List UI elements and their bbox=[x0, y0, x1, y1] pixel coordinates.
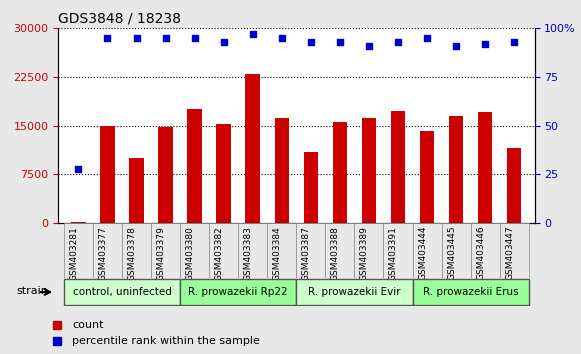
Point bbox=[219, 39, 228, 45]
Bar bbox=[158, 127, 173, 223]
Bar bbox=[391, 112, 406, 223]
Bar bbox=[217, 124, 231, 223]
FancyBboxPatch shape bbox=[296, 223, 325, 278]
Text: GSM403383: GSM403383 bbox=[244, 226, 253, 281]
Text: GSM403378: GSM403378 bbox=[128, 226, 137, 281]
Point bbox=[335, 39, 345, 45]
FancyBboxPatch shape bbox=[93, 223, 122, 278]
Point bbox=[132, 35, 141, 41]
Text: GSM403382: GSM403382 bbox=[215, 226, 224, 280]
FancyBboxPatch shape bbox=[64, 223, 93, 278]
Point bbox=[74, 166, 83, 171]
Point bbox=[277, 35, 286, 41]
Bar bbox=[71, 222, 86, 223]
Point bbox=[306, 39, 315, 45]
Text: GSM403447: GSM403447 bbox=[505, 226, 514, 280]
FancyBboxPatch shape bbox=[180, 223, 209, 278]
Text: R. prowazekii Evir: R. prowazekii Evir bbox=[308, 287, 401, 297]
Text: GSM403379: GSM403379 bbox=[157, 226, 166, 281]
Text: R. prowazekii Erus: R. prowazekii Erus bbox=[423, 287, 518, 297]
Text: strain: strain bbox=[16, 286, 48, 296]
Text: R. prowazekii Rp22: R. prowazekii Rp22 bbox=[188, 287, 288, 297]
Point bbox=[103, 35, 112, 41]
Bar bbox=[187, 109, 202, 223]
Text: GSM403388: GSM403388 bbox=[331, 226, 340, 281]
Text: GSM403391: GSM403391 bbox=[389, 226, 398, 281]
Bar bbox=[245, 74, 260, 223]
Bar bbox=[449, 116, 464, 223]
Point bbox=[480, 41, 490, 47]
FancyBboxPatch shape bbox=[354, 223, 383, 278]
FancyBboxPatch shape bbox=[442, 223, 471, 278]
Bar bbox=[303, 152, 318, 223]
Bar bbox=[275, 118, 289, 223]
FancyBboxPatch shape bbox=[180, 279, 296, 305]
FancyBboxPatch shape bbox=[64, 279, 180, 305]
Point bbox=[393, 39, 403, 45]
Bar bbox=[130, 158, 144, 223]
Text: GSM403389: GSM403389 bbox=[360, 226, 369, 281]
Text: GSM403281: GSM403281 bbox=[70, 226, 78, 280]
FancyBboxPatch shape bbox=[296, 279, 413, 305]
FancyBboxPatch shape bbox=[383, 223, 413, 278]
FancyBboxPatch shape bbox=[413, 223, 442, 278]
Point bbox=[510, 39, 519, 45]
Text: GSM403387: GSM403387 bbox=[302, 226, 311, 281]
FancyBboxPatch shape bbox=[122, 223, 151, 278]
Text: control, uninfected: control, uninfected bbox=[73, 287, 171, 297]
Text: count: count bbox=[72, 320, 103, 330]
Bar bbox=[478, 112, 493, 223]
Bar bbox=[332, 122, 347, 223]
Point bbox=[190, 35, 199, 41]
Point bbox=[364, 43, 374, 48]
FancyBboxPatch shape bbox=[238, 223, 267, 278]
Text: percentile rank within the sample: percentile rank within the sample bbox=[72, 336, 260, 346]
FancyBboxPatch shape bbox=[471, 223, 500, 278]
Bar bbox=[507, 148, 522, 223]
Point bbox=[161, 35, 170, 41]
Text: GDS3848 / 18238: GDS3848 / 18238 bbox=[58, 12, 181, 26]
Bar bbox=[361, 118, 376, 223]
Point bbox=[422, 35, 432, 41]
Bar bbox=[420, 131, 435, 223]
Text: GSM403380: GSM403380 bbox=[186, 226, 195, 281]
Text: GSM403445: GSM403445 bbox=[447, 226, 456, 280]
Point bbox=[451, 43, 461, 48]
FancyBboxPatch shape bbox=[325, 223, 354, 278]
FancyBboxPatch shape bbox=[151, 223, 180, 278]
Text: GSM403444: GSM403444 bbox=[418, 226, 427, 280]
FancyBboxPatch shape bbox=[500, 223, 529, 278]
Point bbox=[248, 31, 257, 37]
Text: GSM403384: GSM403384 bbox=[273, 226, 282, 280]
FancyBboxPatch shape bbox=[267, 223, 296, 278]
Text: GSM403377: GSM403377 bbox=[99, 226, 107, 281]
FancyBboxPatch shape bbox=[209, 223, 238, 278]
FancyBboxPatch shape bbox=[413, 279, 529, 305]
Bar bbox=[100, 126, 115, 223]
Text: GSM403446: GSM403446 bbox=[476, 226, 485, 280]
